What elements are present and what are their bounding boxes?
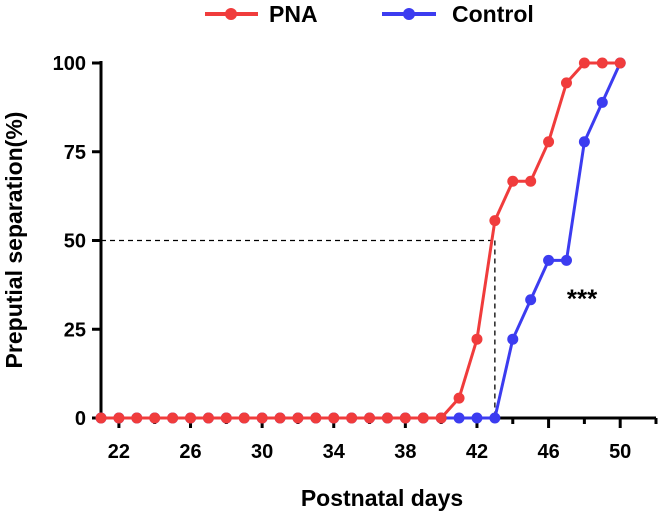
y-axis-title: Preputial separation(%)	[1, 112, 27, 369]
data-point-control	[578, 136, 590, 148]
legend-label-pna: PNA	[269, 1, 318, 27]
data-point-pna	[614, 57, 626, 69]
legend-label-control: Control	[452, 1, 534, 27]
data-point-control	[543, 254, 555, 266]
y-tick-label: 25	[64, 319, 86, 341]
data-point-pna	[453, 392, 465, 404]
data-point-control	[560, 254, 572, 266]
x-tick-label: 38	[394, 441, 416, 463]
data-point-pna	[543, 136, 555, 148]
x-tick-label: 22	[108, 441, 130, 463]
data-point-control	[489, 412, 501, 424]
data-point-pna	[149, 412, 161, 424]
data-point-pna	[256, 412, 268, 424]
y-tick-label: 75	[64, 142, 86, 164]
data-point-pna	[310, 412, 322, 424]
data-point-pna	[95, 412, 107, 424]
data-point-control	[525, 294, 537, 306]
data-point-pna	[220, 412, 232, 424]
data-point-pna	[364, 412, 376, 424]
significance-annotation: ***	[567, 283, 598, 313]
data-point-pna	[489, 215, 501, 227]
y-tick-label: 0	[75, 408, 86, 430]
legend: PNA Control	[205, 1, 534, 27]
data-point-pna	[238, 412, 250, 424]
x-tick-label: 34	[323, 441, 346, 463]
x-tick-label: 26	[179, 441, 201, 463]
series-line-pna	[101, 61, 621, 420]
x-tick-label: 30	[251, 441, 273, 463]
data-point-pna	[113, 412, 125, 424]
data-point-control	[596, 96, 608, 108]
data-point-pna	[507, 175, 519, 187]
data-point-pna	[167, 412, 179, 424]
data-point-pna	[274, 412, 286, 424]
x-tick-label: 46	[537, 441, 559, 463]
data-point-pna	[131, 412, 143, 424]
data-point-pna	[292, 412, 304, 424]
y-tick-label: 100	[53, 53, 86, 75]
data-point-pna	[525, 175, 537, 187]
data-point-pna	[471, 333, 483, 345]
x-tick-label: 50	[609, 441, 631, 463]
x-tick-label: 42	[466, 441, 488, 463]
x-axis-title: Postnatal days	[301, 485, 463, 511]
reference-lines	[101, 239, 496, 418]
data-point-control	[507, 333, 519, 345]
data-point-pna	[185, 412, 197, 424]
data-point-pna	[202, 412, 214, 424]
data-point-control	[453, 412, 465, 424]
series-pna	[95, 57, 626, 424]
data-point-pna	[328, 412, 340, 424]
data-point-pna	[399, 412, 411, 424]
data-point-pna	[417, 412, 429, 424]
y-tick-label: 50	[64, 231, 86, 253]
data-point-pna	[560, 77, 572, 89]
data-point-pna	[435, 412, 447, 424]
data-point-pna	[578, 57, 590, 69]
series-line-control	[101, 62, 622, 420]
data-point-pna	[346, 412, 358, 424]
legend-marker-control	[403, 8, 415, 20]
legend-marker-pna	[225, 8, 237, 20]
data-point-control	[471, 412, 483, 424]
data-point-pna	[596, 57, 608, 69]
data-point-pna	[381, 412, 393, 424]
